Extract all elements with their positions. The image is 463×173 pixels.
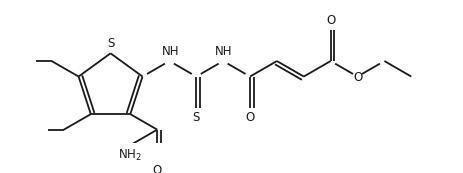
Text: O: O xyxy=(245,111,254,124)
Text: S: S xyxy=(106,37,114,49)
Text: NH$_2$: NH$_2$ xyxy=(118,148,142,163)
Text: O: O xyxy=(325,14,335,27)
Text: S: S xyxy=(192,111,200,124)
Text: NH: NH xyxy=(215,45,232,58)
Text: O: O xyxy=(353,71,362,84)
Text: O: O xyxy=(152,164,162,173)
Text: NH: NH xyxy=(161,45,179,58)
